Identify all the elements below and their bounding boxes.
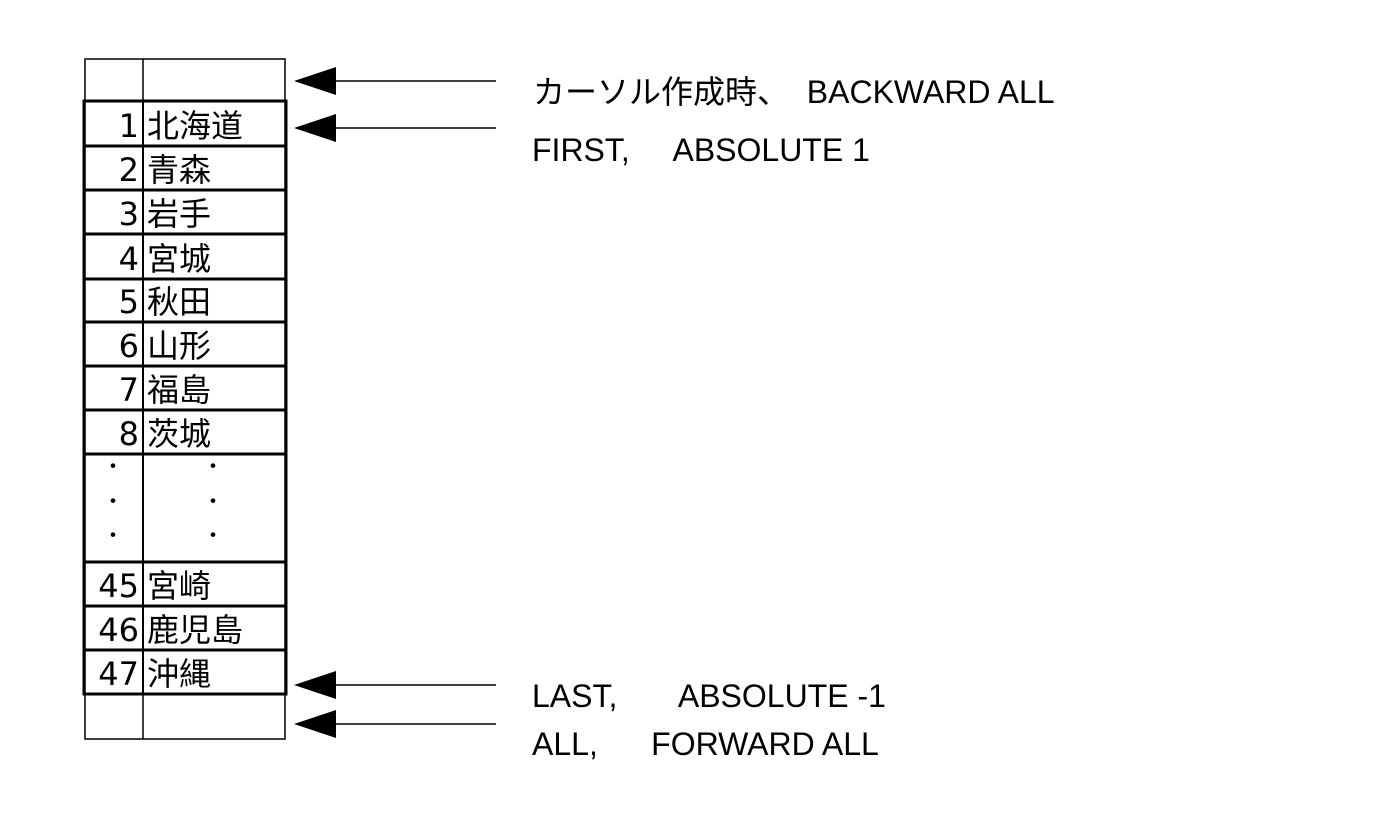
ellipsis-block: ・ ・ ・ ・ ・ ・ bbox=[102, 455, 224, 549]
row-prefecture-name: 宮崎 bbox=[147, 567, 211, 605]
ellipsis-dot: ・ bbox=[202, 490, 224, 515]
ellipsis-dot: ・ bbox=[202, 524, 224, 549]
table-row: 47 沖縄 bbox=[84, 648, 286, 693]
row-prefecture-name: 山形 bbox=[147, 327, 211, 365]
table-row: 46 鹿児島 bbox=[84, 604, 286, 649]
row-prefecture-name: 福島 bbox=[147, 371, 211, 409]
row-prefecture-name: 青森 bbox=[147, 151, 211, 189]
arrow-last-row bbox=[294, 671, 496, 699]
row-prefecture-name: 秋田 bbox=[147, 283, 211, 321]
ellipsis-dot: ・ bbox=[102, 524, 124, 549]
label-before-first: カーソル作成時、 BACKWARD ALL bbox=[533, 74, 1055, 110]
label-first-row: FIRST, ABSOLUTE 1 bbox=[532, 132, 870, 168]
arrow-head-icon bbox=[294, 671, 336, 699]
arrow-head-icon bbox=[294, 114, 336, 142]
label-after-last: ALL, FORWARD ALL bbox=[532, 726, 879, 762]
arrow-head-icon bbox=[294, 67, 336, 95]
table-row: 8 茨城 bbox=[84, 408, 286, 453]
result-set-border bbox=[82, 99, 288, 696]
row-prefecture-name: 北海道 bbox=[147, 107, 243, 145]
arrow-head-icon bbox=[294, 710, 336, 738]
row-prefecture-name: 岩手 bbox=[147, 195, 211, 233]
table-row: 3 岩手 bbox=[84, 188, 286, 233]
row-number: 2 bbox=[119, 151, 139, 189]
table-row: 6 山形 bbox=[84, 320, 286, 365]
row-number: 6 bbox=[119, 327, 139, 365]
arrow-first-row bbox=[294, 114, 496, 142]
table-row: 4 宮城 bbox=[84, 232, 286, 278]
row-prefecture-name: 沖縄 bbox=[147, 655, 211, 693]
row-number: 47 bbox=[98, 655, 139, 693]
table-row: 7 福島 bbox=[84, 364, 286, 409]
arrow-after-last bbox=[294, 710, 496, 738]
row-number: 3 bbox=[119, 195, 139, 233]
row-number: 8 bbox=[119, 415, 139, 453]
label-last-row: LAST, ABSOLUTE -1 bbox=[532, 678, 886, 714]
arrow-before-first bbox=[294, 67, 496, 95]
row-prefecture-name: 茨城 bbox=[147, 415, 211, 453]
row-prefecture-name: 宮城 bbox=[147, 240, 211, 278]
row-number: 46 bbox=[98, 611, 139, 649]
table-row: 1 北海道 bbox=[119, 107, 243, 145]
row-prefecture-name: 鹿児島 bbox=[147, 611, 243, 649]
row-number: 5 bbox=[119, 283, 139, 321]
ellipsis-dot: ・ bbox=[102, 455, 124, 480]
ellipsis-dot: ・ bbox=[102, 490, 124, 515]
ellipsis-dot: ・ bbox=[202, 455, 224, 480]
row-number: 7 bbox=[119, 371, 139, 409]
row-number: 1 bbox=[119, 107, 139, 145]
row-number: 4 bbox=[119, 240, 139, 278]
table-row: 45 宮崎 bbox=[98, 567, 211, 605]
table-row: 5 秋田 bbox=[84, 277, 286, 321]
row-number: 45 bbox=[98, 567, 139, 605]
table-row: 2 青森 bbox=[84, 144, 286, 189]
